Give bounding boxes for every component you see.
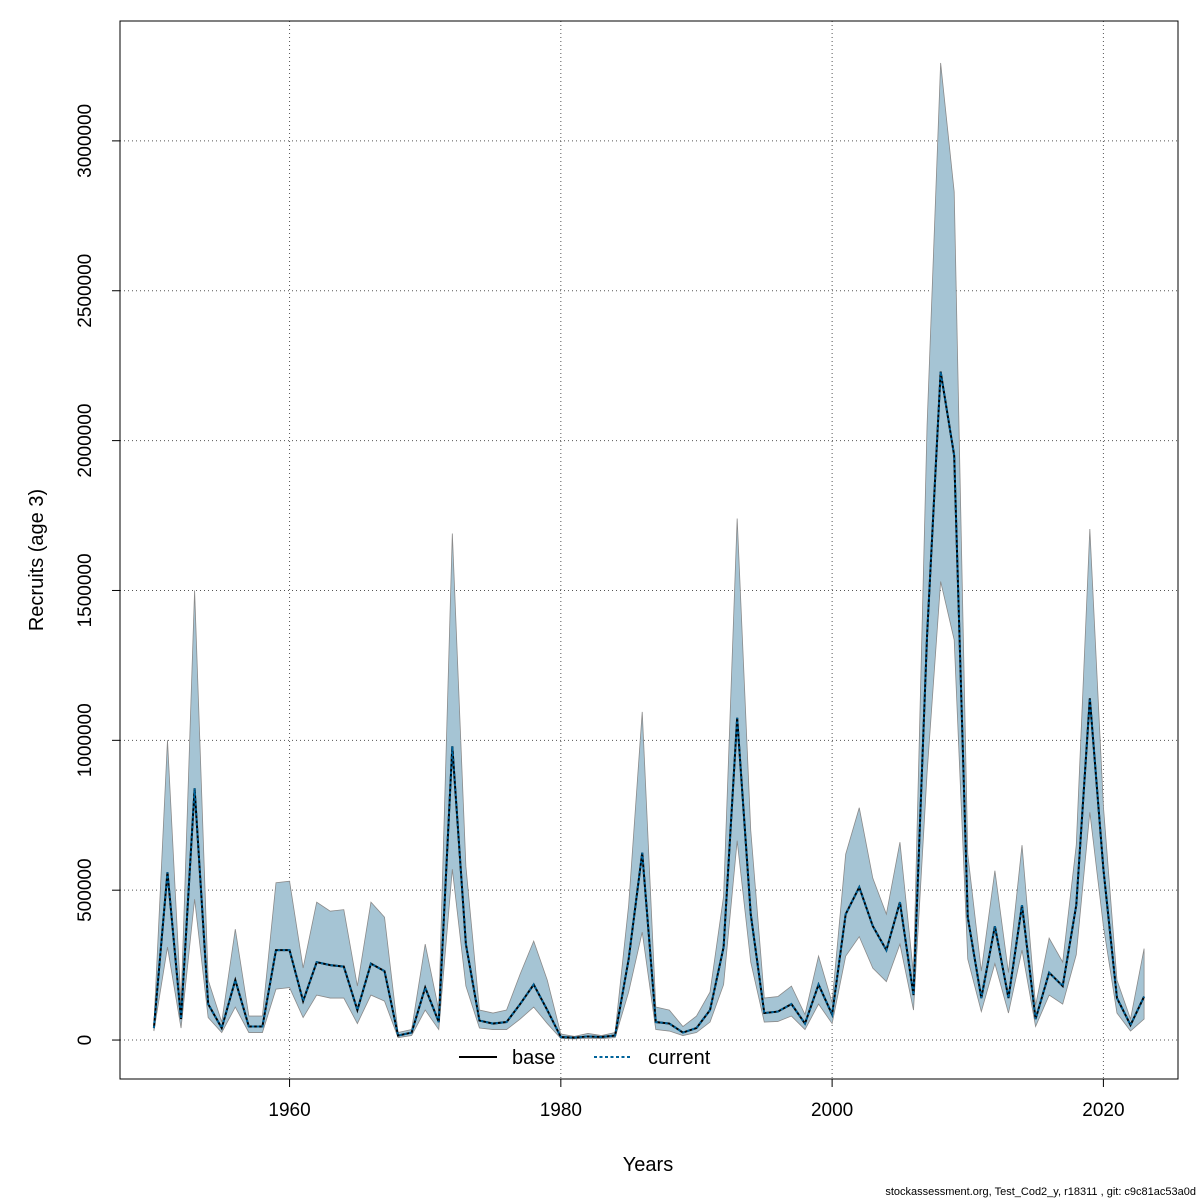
y-tick-label: 3000000	[75, 104, 96, 178]
legend: base current	[459, 1047, 711, 1069]
y-tick-label: 2000000	[75, 404, 96, 478]
legend-label-current: current	[648, 1047, 711, 1069]
x-axis: 1960 1980 2000 2020	[268, 1079, 1125, 1121]
y-tick-label: 1500000	[75, 553, 96, 627]
grid-lines	[120, 21, 1178, 1079]
x-axis-title: Years	[623, 1154, 673, 1176]
x-tick-label: 2000	[811, 1100, 853, 1121]
x-tick-label: 1980	[540, 1100, 582, 1121]
footer-credit: stockassessment.org, Test_Cod2_y, r18311…	[885, 1186, 1196, 1198]
y-tick-label: 2500000	[75, 254, 96, 328]
plot-frame	[119, 20, 1179, 1080]
y-tick-label: 1000000	[75, 703, 96, 777]
y-axis: 0 500000 1000000 1500000 2000000 2500000 30000…	[75, 104, 120, 1045]
confidence-band	[153, 62, 1145, 1040]
y-tick-label: 0	[75, 1035, 96, 1046]
x-tick-label: 2020	[1082, 1100, 1124, 1121]
x-tick-label: 1960	[268, 1100, 310, 1121]
y-tick-label: 500000	[75, 858, 96, 921]
legend-label-base: base	[512, 1047, 555, 1069]
y-axis-title: Recruits (age 3)	[26, 489, 48, 631]
series-line-current	[152, 371, 1145, 1039]
